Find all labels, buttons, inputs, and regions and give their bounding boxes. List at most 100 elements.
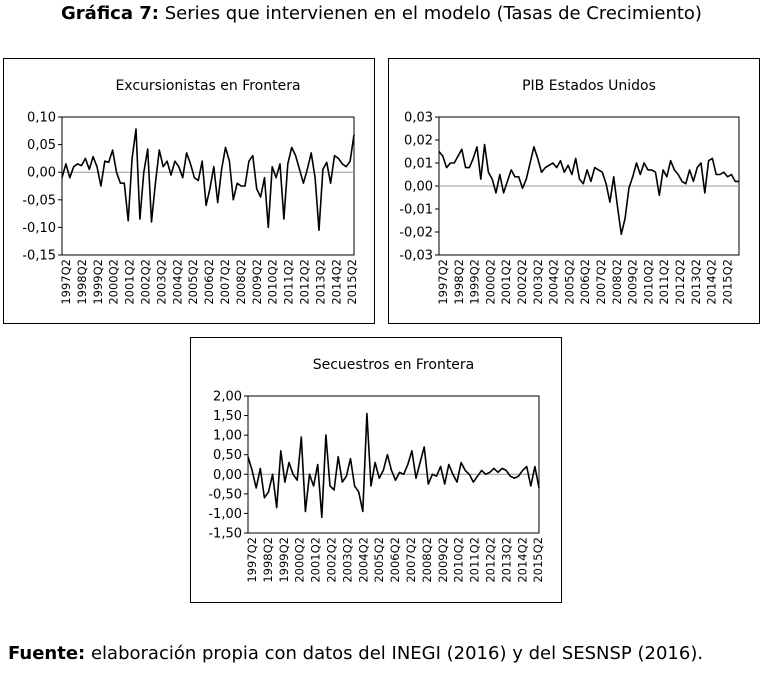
data-point — [370, 485, 371, 486]
data-point — [484, 144, 485, 145]
data-point — [609, 202, 610, 203]
data-point — [571, 174, 572, 175]
x-tick-label: 2015Q2 — [345, 259, 359, 305]
data-point — [444, 484, 445, 485]
chart-panel-pib: PIB Estados Unidos 0,03 0,02 0,01 0,00 -0,01 -… — [388, 58, 760, 324]
data-point — [325, 435, 326, 436]
y-tick-label: -1,50 — [208, 527, 242, 542]
data-point — [326, 162, 327, 163]
data-point — [391, 470, 392, 471]
data-point — [116, 172, 117, 173]
data-point — [354, 485, 355, 486]
chart-pib: PIB Estados Unidos 0,03 0,02 0,01 0,00 -0,01 -… — [399, 78, 740, 305]
x-tick-label: 2001Q2 — [499, 259, 513, 305]
data-point — [143, 172, 144, 173]
data-point — [403, 474, 404, 475]
x-tick-label: 2005Q2 — [372, 537, 386, 583]
x-tick-label: 2003Q2 — [531, 259, 545, 305]
data-point — [65, 163, 66, 164]
data-point — [719, 174, 720, 175]
data-point — [283, 219, 284, 220]
data-point — [276, 507, 277, 508]
x-tick-label: 2004Q2 — [170, 259, 184, 305]
x-tick-label: 2014Q2 — [329, 259, 343, 305]
chart-excursionistas: Excursionistas en Frontera 0,10 0,05 0,00 -0… — [22, 78, 359, 305]
data-point — [659, 195, 660, 196]
x-tick-label: 1999Q2 — [91, 259, 105, 305]
data-point — [640, 174, 641, 175]
x-tick-label: 1997Q2 — [436, 259, 450, 305]
x-tick-label: 1998Q2 — [75, 259, 89, 305]
data-point — [678, 174, 679, 175]
data-point — [579, 179, 580, 180]
data-point — [613, 176, 614, 177]
y-tick-label: 0,02 — [404, 134, 433, 149]
data-point — [135, 129, 136, 130]
y-tick-label: -1,00 — [208, 507, 242, 522]
data-point — [297, 480, 298, 481]
data-point — [499, 174, 500, 175]
data-point — [495, 192, 496, 193]
data-point — [342, 482, 343, 483]
data-point — [446, 167, 447, 168]
data-point — [128, 220, 129, 221]
data-point — [358, 491, 359, 492]
data-point — [241, 185, 242, 186]
x-tick-label: 2004Q2 — [547, 259, 561, 305]
data-point — [628, 188, 629, 189]
data-point — [350, 458, 351, 459]
data-point — [346, 166, 347, 167]
x-tick-label: 2001Q2 — [309, 537, 323, 583]
data-point — [247, 456, 248, 457]
data-point — [295, 155, 296, 156]
data-point — [568, 165, 569, 166]
x-tick-label: 1998Q2 — [261, 537, 275, 583]
x-tick-label: 1997Q2 — [245, 537, 259, 583]
x-tick-label: 2008Q2 — [234, 259, 248, 305]
data-point — [276, 177, 277, 178]
data-point — [481, 470, 482, 471]
data-point — [452, 474, 453, 475]
y-tick-label: 0,01 — [404, 157, 433, 172]
y-tick-label: -0,15 — [22, 249, 56, 264]
data-point — [477, 476, 478, 477]
data-point — [190, 163, 191, 164]
data-point — [163, 166, 164, 167]
data-point — [342, 163, 343, 164]
data-point — [480, 179, 481, 180]
data-point — [132, 158, 133, 159]
y-tick-label: 2,00 — [213, 390, 242, 405]
data-point — [493, 468, 494, 469]
x-tick-label: 2012Q2 — [484, 537, 498, 583]
data-point — [424, 446, 425, 447]
data-point — [436, 476, 437, 477]
data-point — [387, 454, 388, 455]
data-point — [681, 181, 682, 182]
data-point — [268, 227, 269, 228]
data-point — [651, 169, 652, 170]
x-tick-label: 2002Q2 — [325, 537, 339, 583]
data-point — [428, 484, 429, 485]
x-tick-label: 1999Q2 — [468, 259, 482, 305]
x-tick-label: 2000Q2 — [107, 259, 121, 305]
data-point — [167, 161, 168, 162]
data-point — [473, 158, 474, 159]
x-tick-label: 2006Q2 — [578, 259, 592, 305]
data-point — [151, 221, 152, 222]
data-point — [198, 180, 199, 181]
data-point — [260, 468, 261, 469]
chart-title: PIB Estados Unidos — [522, 78, 656, 94]
x-tick-label: 2013Q2 — [313, 259, 327, 305]
data-point — [518, 176, 519, 177]
data-point — [244, 185, 245, 186]
data-point — [256, 188, 257, 189]
data-point — [556, 167, 557, 168]
data-point — [61, 177, 62, 178]
data-point — [461, 149, 462, 150]
data-point — [322, 169, 323, 170]
x-tick-label: 2011Q2 — [468, 537, 482, 583]
data-point — [291, 147, 292, 148]
data-point — [112, 150, 113, 151]
chart-title: Secuestros en Frontera — [313, 357, 475, 373]
x-tick-label: 2007Q2 — [404, 537, 418, 583]
